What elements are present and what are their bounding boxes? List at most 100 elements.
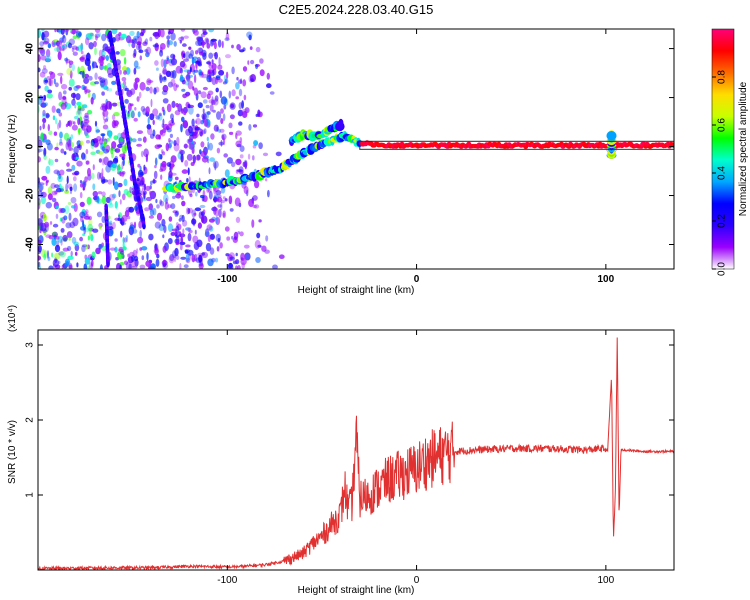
noise-speck <box>248 198 255 208</box>
noise-speck <box>121 171 126 175</box>
noise-speck <box>207 188 210 193</box>
noise-speck <box>265 178 268 182</box>
noise-speck <box>218 208 222 218</box>
noise-speck <box>141 246 148 251</box>
noise-speck <box>83 216 91 220</box>
noise-speck <box>67 245 72 252</box>
noise-speck <box>51 105 56 113</box>
noise-speck <box>195 120 198 124</box>
noise-speck <box>38 96 42 105</box>
noise-speck <box>235 130 242 136</box>
noise-speck <box>167 123 173 130</box>
noise-speck <box>122 241 125 249</box>
noise-speck <box>142 136 147 143</box>
noise-speck <box>179 241 186 246</box>
colorbar-tick-label: 0.8 <box>717 70 728 84</box>
noise-speck <box>81 245 86 253</box>
noise-speck <box>265 235 269 242</box>
noise-speck <box>192 86 195 91</box>
noise-speck <box>145 106 150 114</box>
noise-speck <box>183 69 190 73</box>
noise-speck <box>213 124 219 132</box>
noise-speck <box>199 204 206 209</box>
noise-speck <box>59 131 63 139</box>
noise-speck <box>118 214 121 219</box>
noise-speck <box>144 38 149 45</box>
noise-speck <box>168 216 173 222</box>
noise-speck <box>148 215 154 219</box>
noise-speck <box>161 218 166 227</box>
noise-speck <box>107 226 114 231</box>
noise-speck <box>57 51 62 61</box>
noise-speck <box>150 98 153 108</box>
noise-speck <box>159 200 165 207</box>
noise-speck <box>266 83 272 89</box>
noise-speck <box>233 231 239 240</box>
noise-speck <box>145 153 148 163</box>
noise-speck <box>160 58 165 68</box>
noise-speck <box>90 151 96 156</box>
noise-speck <box>212 160 219 169</box>
noise-speck <box>53 78 56 85</box>
noise-speck <box>95 247 101 255</box>
noise-speck <box>103 156 109 166</box>
noise-speck <box>169 254 175 262</box>
noise-speck <box>41 175 48 181</box>
noise-speck <box>62 234 68 242</box>
noise-speck <box>168 138 171 143</box>
noise-speck <box>73 146 79 155</box>
noise-speck <box>38 148 43 153</box>
noise-speck <box>85 33 92 41</box>
noise-speck <box>156 204 160 209</box>
noise-speck <box>204 37 210 45</box>
noise-speck <box>80 50 84 55</box>
noise-speck <box>121 214 128 222</box>
noise-speck <box>65 142 69 150</box>
noise-speck <box>228 90 232 99</box>
noise-speck <box>217 237 221 243</box>
noise-speck <box>117 182 123 188</box>
noise-speck <box>221 133 227 140</box>
noise-speck <box>185 227 192 231</box>
noise-speck <box>68 139 72 147</box>
noise-speck <box>71 47 75 53</box>
noise-speck <box>205 242 212 252</box>
noise-speck <box>247 153 251 160</box>
noise-speck <box>187 80 194 90</box>
noise-speck <box>208 218 215 223</box>
noise-speck <box>74 170 80 176</box>
noise-speck <box>155 134 161 140</box>
noise-speck <box>159 168 164 172</box>
noise-speck <box>150 263 156 269</box>
noise-speck <box>238 102 243 110</box>
noise-speck <box>72 217 79 227</box>
noise-speck <box>62 34 65 39</box>
noise-speck <box>64 57 68 62</box>
noise-speck <box>54 158 59 163</box>
noise-speck <box>54 29 57 33</box>
noise-speck <box>173 41 177 47</box>
noise-speck <box>264 249 270 254</box>
noise-speck <box>38 148 41 154</box>
noise-speck <box>100 133 106 137</box>
noise-speck <box>170 231 176 236</box>
noise-speck <box>110 147 114 155</box>
colorbar-tick-label: 0.4 <box>717 166 728 180</box>
noise-speck <box>155 258 160 267</box>
noise-speck <box>154 157 158 166</box>
noise-speck <box>65 58 71 64</box>
noise-speck <box>202 29 207 34</box>
noise-speck <box>178 149 183 155</box>
noise-speck <box>88 42 94 50</box>
noise-speck <box>98 158 102 163</box>
noise-speck <box>44 85 49 92</box>
noise-speck <box>173 83 178 92</box>
noise-speck <box>66 175 69 184</box>
noise-speck <box>185 207 190 215</box>
noise-speck <box>222 210 227 219</box>
noise-speck <box>174 211 179 217</box>
noise-speck <box>175 65 182 74</box>
noise-speck <box>122 158 125 167</box>
noise-speck <box>102 124 109 130</box>
noise-speck <box>201 156 209 163</box>
